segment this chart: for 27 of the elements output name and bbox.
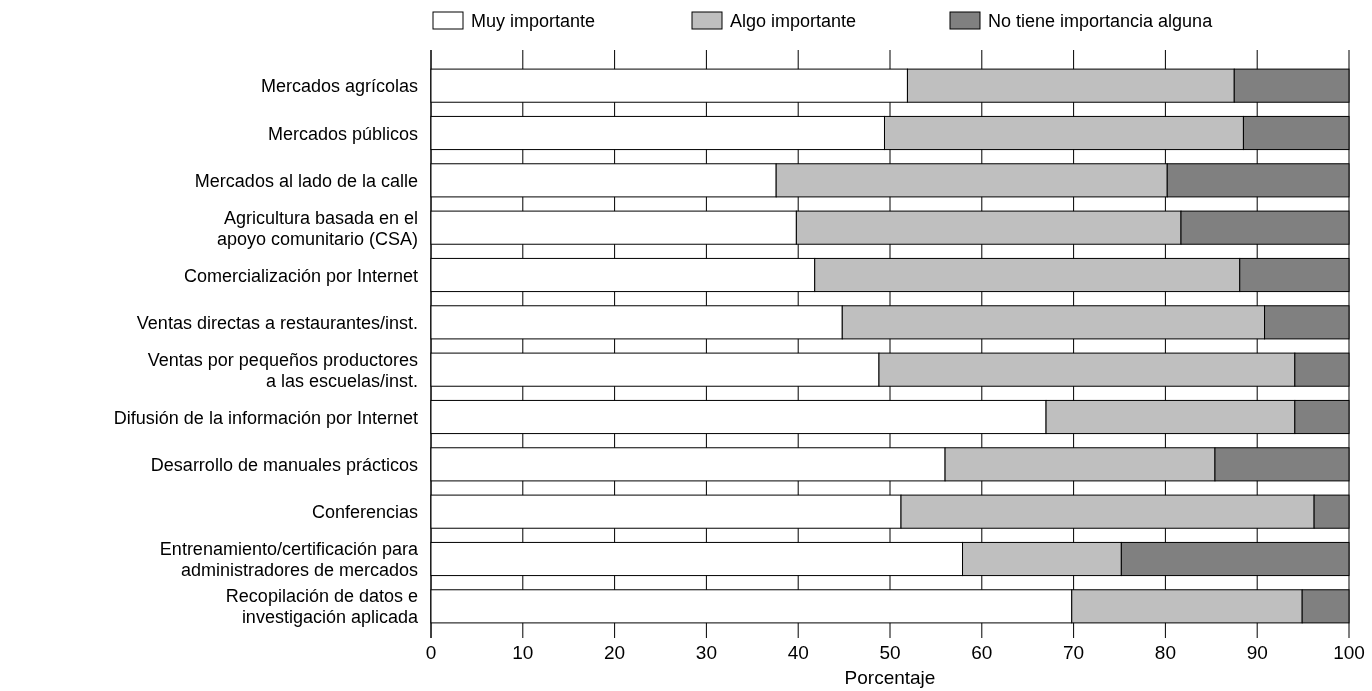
x-tick-label: 60 [971,642,993,663]
y-tick-label: Mercados públicos [267,123,418,144]
x-tick-label: 100 [1333,642,1365,663]
x-tick-label: 50 [879,642,901,663]
y-tick-label: Difusión de la información por Internet [113,407,418,428]
y-tick-label: Comercialización por Internet [183,265,418,286]
y-tick-label: Mercados agrícolas [260,76,418,97]
x-tick-label: 30 [695,642,717,663]
y-tick-label: Entrenamiento/certificación para administradores de mercados [159,539,419,580]
y-tick-label: Recopilación de datos e investigación aplicada [225,586,419,628]
x-tick-label: 90 [1246,642,1268,663]
y-tick-label: Mercados al lado de la calle [194,170,418,191]
x-tick-label: 20 [604,642,626,663]
x-tick-label: 40 [787,642,809,663]
legend-label: Algo importante [730,11,857,31]
x-tick-label: 70 [1063,642,1085,663]
x-axis-title: Porcentaje [844,667,936,688]
x-tick-label: 0 [425,642,437,663]
y-tick-label: Ventas por pequeños productores a las escuelas/inst. [147,349,418,391]
y-tick-label: Ventas directas a restaurantes/inst. [136,312,418,333]
legend-label: No tiene importancia alguna [988,11,1214,31]
y-tick-label: Agricultura basada en el apoyo comunitario (CSA) [216,207,418,249]
y-tick-label: Desarrollo de manuales prácticos [150,454,418,475]
y-tick-label: Conferencias [311,502,418,523]
legend-label: Muy importante [471,11,596,31]
x-tick-label: 10 [512,642,534,663]
x-tick-label: 80 [1154,642,1176,663]
